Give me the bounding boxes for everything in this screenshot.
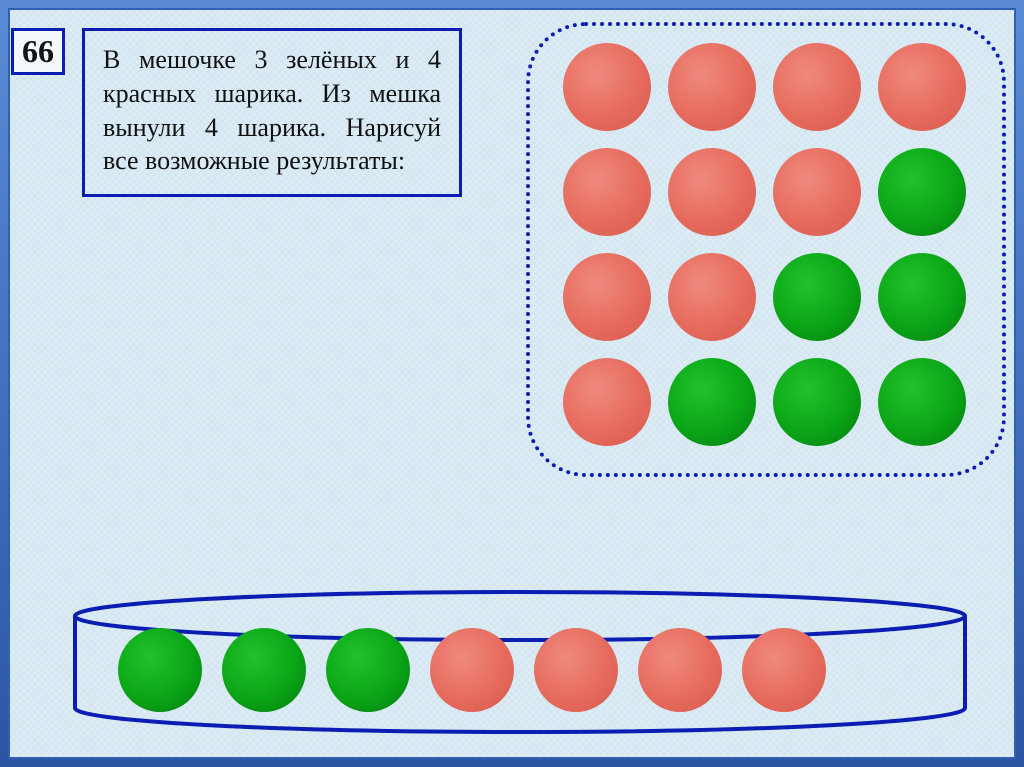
tray-ball [534,628,618,712]
results-grid [563,43,973,453]
result-ball [878,358,966,446]
result-ball [773,43,861,131]
tray-ball [638,628,722,712]
result-ball [878,43,966,131]
tray-ball-row [98,628,943,712]
result-ball [563,253,651,341]
problem-text: В мешочке 3 зелёных и 4 красных шарика. … [103,45,441,175]
result-ball [668,253,756,341]
result-ball [668,358,756,446]
result-ball [878,253,966,341]
problem-number-box: 66 [11,28,65,75]
result-ball [773,253,861,341]
problem-number: 66 [22,33,54,69]
result-ball [878,148,966,236]
tray-ball [742,628,826,712]
result-ball [668,43,756,131]
result-ball [773,148,861,236]
tray-container [68,588,973,736]
result-ball [668,148,756,236]
tray-ball [326,628,410,712]
result-ball [563,43,651,131]
problem-text-box: В мешочке 3 зелёных и 4 красных шарика. … [82,28,462,197]
tray-ball [430,628,514,712]
tray-ball [118,628,202,712]
result-ball [563,148,651,236]
result-ball [773,358,861,446]
tray-ball [222,628,306,712]
result-ball [563,358,651,446]
